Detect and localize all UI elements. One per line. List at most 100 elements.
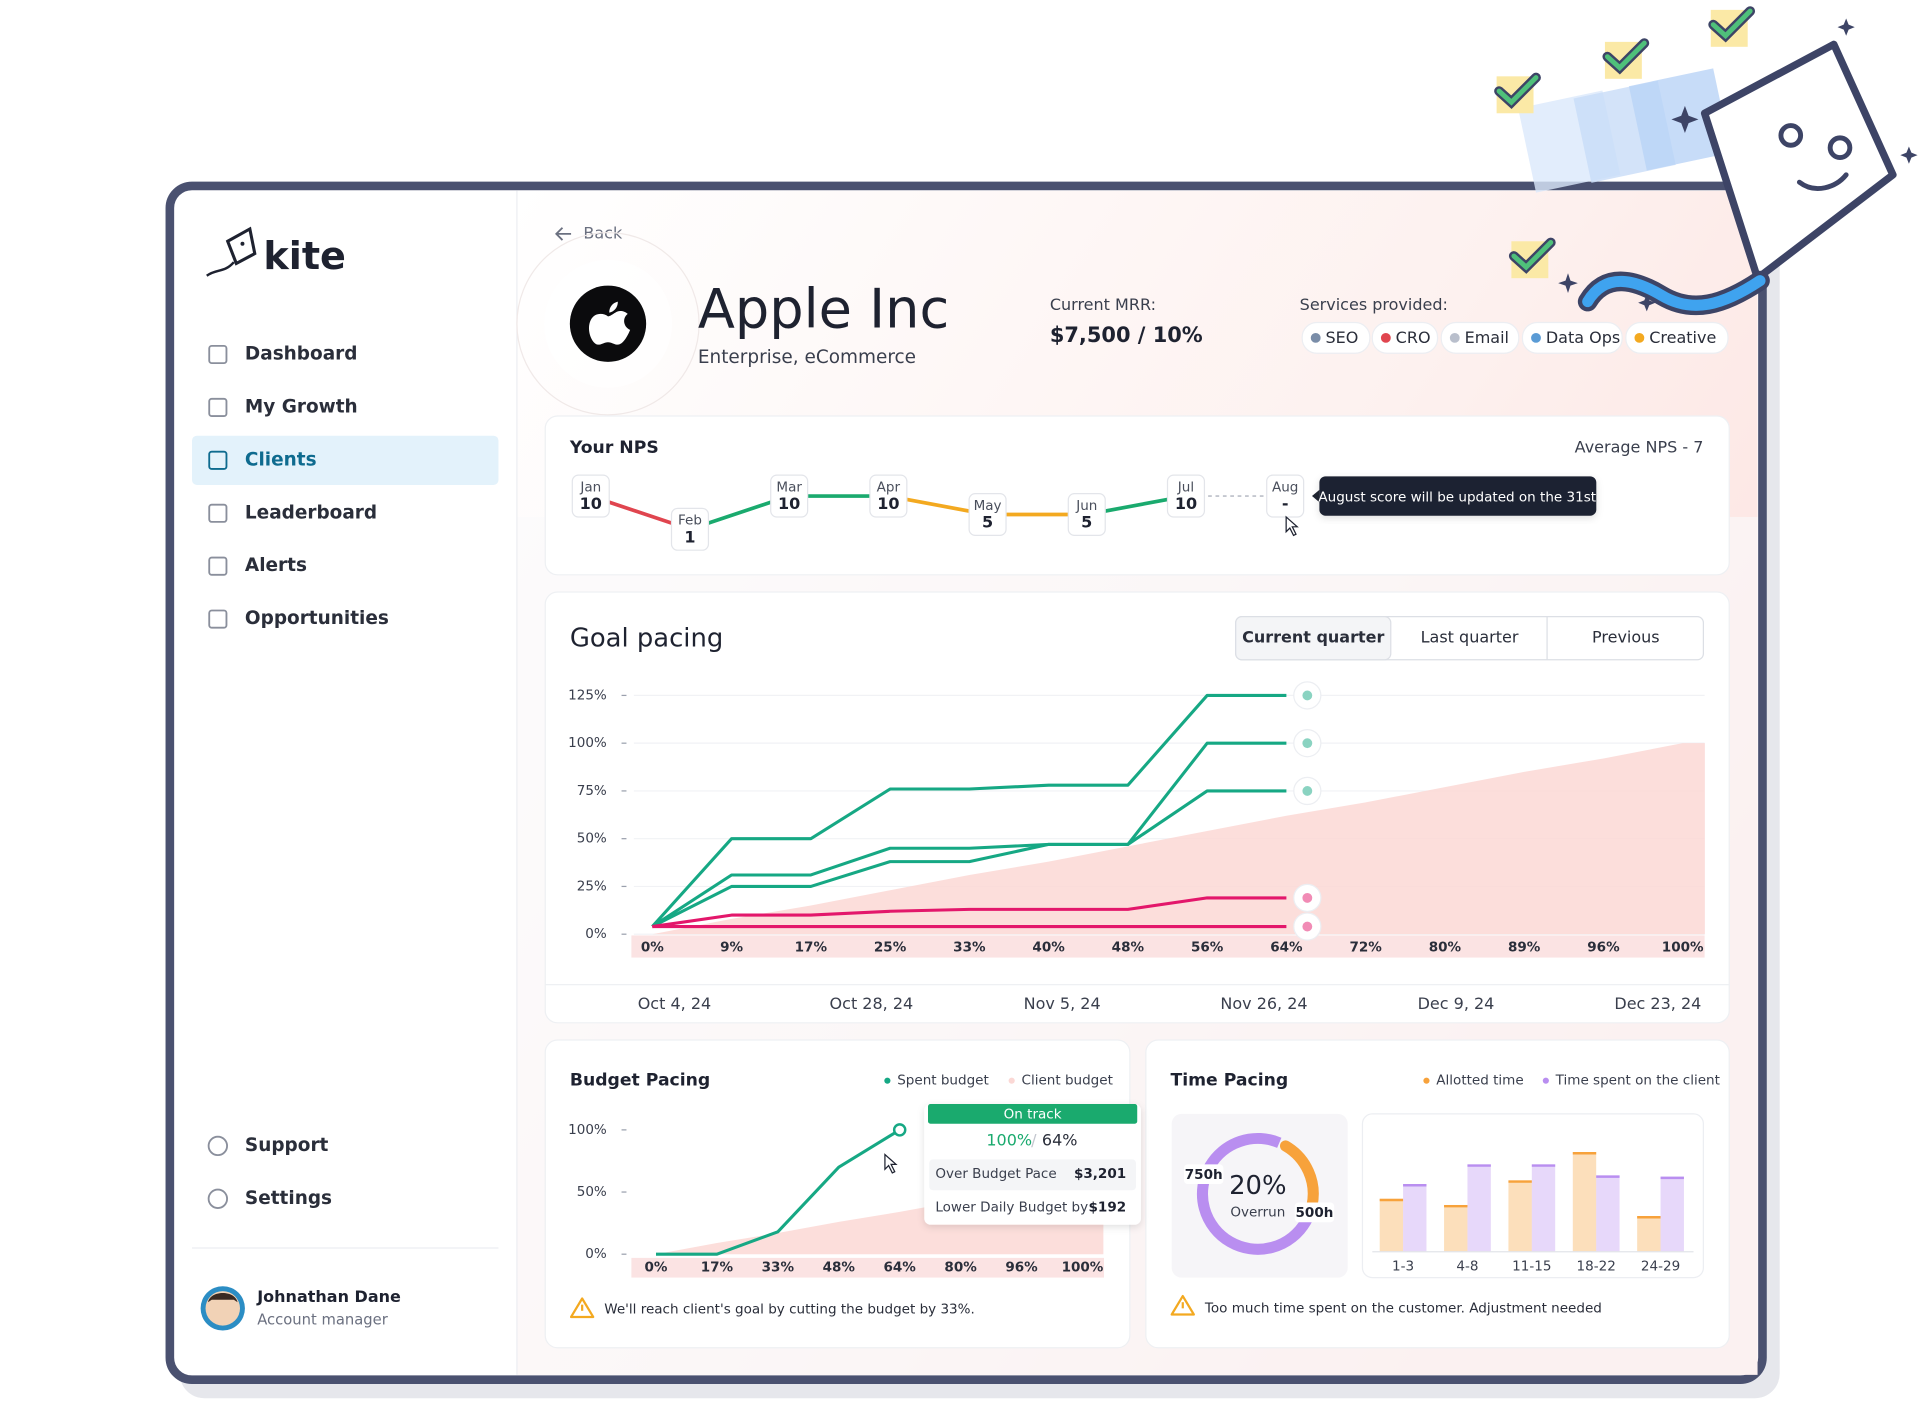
nps-point xyxy=(1067,492,1106,537)
nps-month: Jul xyxy=(1177,479,1194,495)
budget-title: Budget Pacing xyxy=(570,1071,710,1091)
date-label: Oct 28, 24 xyxy=(830,994,914,1013)
donut-overrun xyxy=(1196,1132,1319,1255)
apple-icon xyxy=(588,301,631,345)
tooltip-row-value: $3,201 xyxy=(1074,1166,1126,1182)
nav-item[interactable]: Settings xyxy=(245,1188,332,1209)
donut-label-bg xyxy=(1294,1202,1335,1223)
nps-point xyxy=(1166,474,1206,518)
tooltip-row xyxy=(929,1159,1136,1191)
legend-dot xyxy=(1423,1077,1430,1084)
x-tick-label: 0% xyxy=(645,1260,668,1276)
cursor xyxy=(884,1153,898,1174)
date-label: Dec 23, 24 xyxy=(1614,994,1701,1013)
x-tick-label: 11-15 xyxy=(1512,1258,1551,1274)
spent-end xyxy=(892,1123,907,1137)
nav-item[interactable]: Leaderboard xyxy=(245,502,377,523)
y-tick-label: 0% xyxy=(585,1246,607,1262)
tooltip-row xyxy=(929,1192,1136,1224)
nps-score: 10 xyxy=(778,494,800,513)
time-bar xyxy=(1379,1198,1404,1252)
x-tick-label: 33% xyxy=(953,940,986,956)
nav-icon xyxy=(208,344,228,365)
nps-point xyxy=(968,492,1007,537)
service-icon xyxy=(1449,332,1460,343)
mrr-value: $7,500 / 10% xyxy=(1050,323,1203,347)
nav-icon xyxy=(207,1188,229,1209)
x-tick-label: 80% xyxy=(944,1260,977,1276)
date-label: Oct 4, 24 xyxy=(638,994,711,1013)
illustration xyxy=(1494,6,1918,316)
tooltip-pace: 64% xyxy=(1042,1130,1078,1149)
tooltip-row-value: $192 xyxy=(1089,1199,1127,1215)
user-role: Account manager xyxy=(257,1312,388,1329)
client-name: Apple Inc xyxy=(698,277,949,340)
x-tick-label: 64% xyxy=(1270,940,1303,956)
tab[interactable]: Previous xyxy=(1592,628,1660,647)
donut-value: 20% xyxy=(1229,1171,1286,1201)
legend-dot xyxy=(1542,1077,1549,1084)
service-icon xyxy=(1380,332,1391,343)
y-tick-label: 25% xyxy=(577,878,607,894)
tooltip-row-label: Lower Daily Budget by xyxy=(935,1199,1088,1215)
nav-item[interactable]: Opportunities xyxy=(245,608,389,629)
nav-item[interactable]: My Growth xyxy=(245,396,358,417)
time-bar xyxy=(1637,1216,1661,1252)
x-tick-label: 100% xyxy=(1662,940,1704,956)
back-arrow[interactable] xyxy=(555,227,572,241)
nps-month: Feb xyxy=(678,513,702,529)
legend-dot xyxy=(1008,1077,1015,1084)
goal-end-icon-dot xyxy=(1302,786,1313,796)
date-label: Dec 9, 24 xyxy=(1418,994,1495,1013)
legend-label: Time spent on the client xyxy=(1555,1073,1720,1089)
time-bar xyxy=(1660,1176,1684,1252)
goal-end-icon-dot xyxy=(1302,738,1313,749)
time-bar xyxy=(1403,1184,1427,1252)
service-icon xyxy=(1531,332,1541,343)
nps-tooltip-pointer xyxy=(1312,489,1320,503)
service-label: Creative xyxy=(1649,328,1716,347)
x-tick-label: 18-22 xyxy=(1577,1258,1616,1274)
x-tick-label: 33% xyxy=(762,1260,795,1276)
tab[interactable]: Last quarter xyxy=(1421,628,1519,647)
x-tick-label: 9% xyxy=(720,940,743,956)
goal-line xyxy=(651,789,1287,928)
x-tick-label: 17% xyxy=(701,1260,734,1276)
x-axis-band xyxy=(631,935,1705,958)
goal-line xyxy=(651,693,1287,928)
goal-end-icon-dot xyxy=(1302,921,1313,932)
date-label: Nov 5, 24 xyxy=(1024,994,1101,1013)
x-tick-label: 72% xyxy=(1349,940,1382,956)
service-chip xyxy=(1301,321,1371,354)
logo-halo xyxy=(516,232,700,416)
time-bar xyxy=(1572,1152,1597,1252)
time-bar xyxy=(1596,1175,1620,1252)
donut-right-label: 500h xyxy=(1296,1205,1334,1221)
nav-item[interactable]: Alerts xyxy=(245,555,307,576)
nps-title: Your NPS xyxy=(569,438,659,458)
donut-caption: Overrun xyxy=(1230,1204,1285,1220)
nav-item[interactable]: Dashboard xyxy=(245,344,358,365)
tooltip-status-bg xyxy=(928,1104,1138,1124)
time-bar xyxy=(1508,1180,1532,1252)
tab-active-bg xyxy=(1235,616,1392,661)
goal-line xyxy=(652,896,1287,929)
service-label: Data Ops xyxy=(1546,328,1620,347)
donut-left-label: 750h xyxy=(1185,1167,1223,1183)
x-tick-label: 96% xyxy=(1587,940,1620,956)
y-tick-label: 125% xyxy=(568,687,607,703)
tab[interactable]: Current quarter xyxy=(1242,628,1384,647)
goal-title: Goal pacing xyxy=(570,623,723,653)
nav-item[interactable]: Clients xyxy=(245,449,317,470)
service-chip xyxy=(1625,321,1729,354)
nps-month: Jun xyxy=(1075,498,1097,514)
nps-score: 10 xyxy=(1175,494,1197,513)
tooltip-spent: 100% xyxy=(986,1130,1032,1149)
legend-label: Allotted time xyxy=(1436,1073,1523,1089)
nav-icon xyxy=(208,609,228,629)
cursor xyxy=(1285,515,1299,537)
nav-item[interactable]: Support xyxy=(245,1135,329,1156)
x-tick-label: 96% xyxy=(1005,1260,1038,1276)
